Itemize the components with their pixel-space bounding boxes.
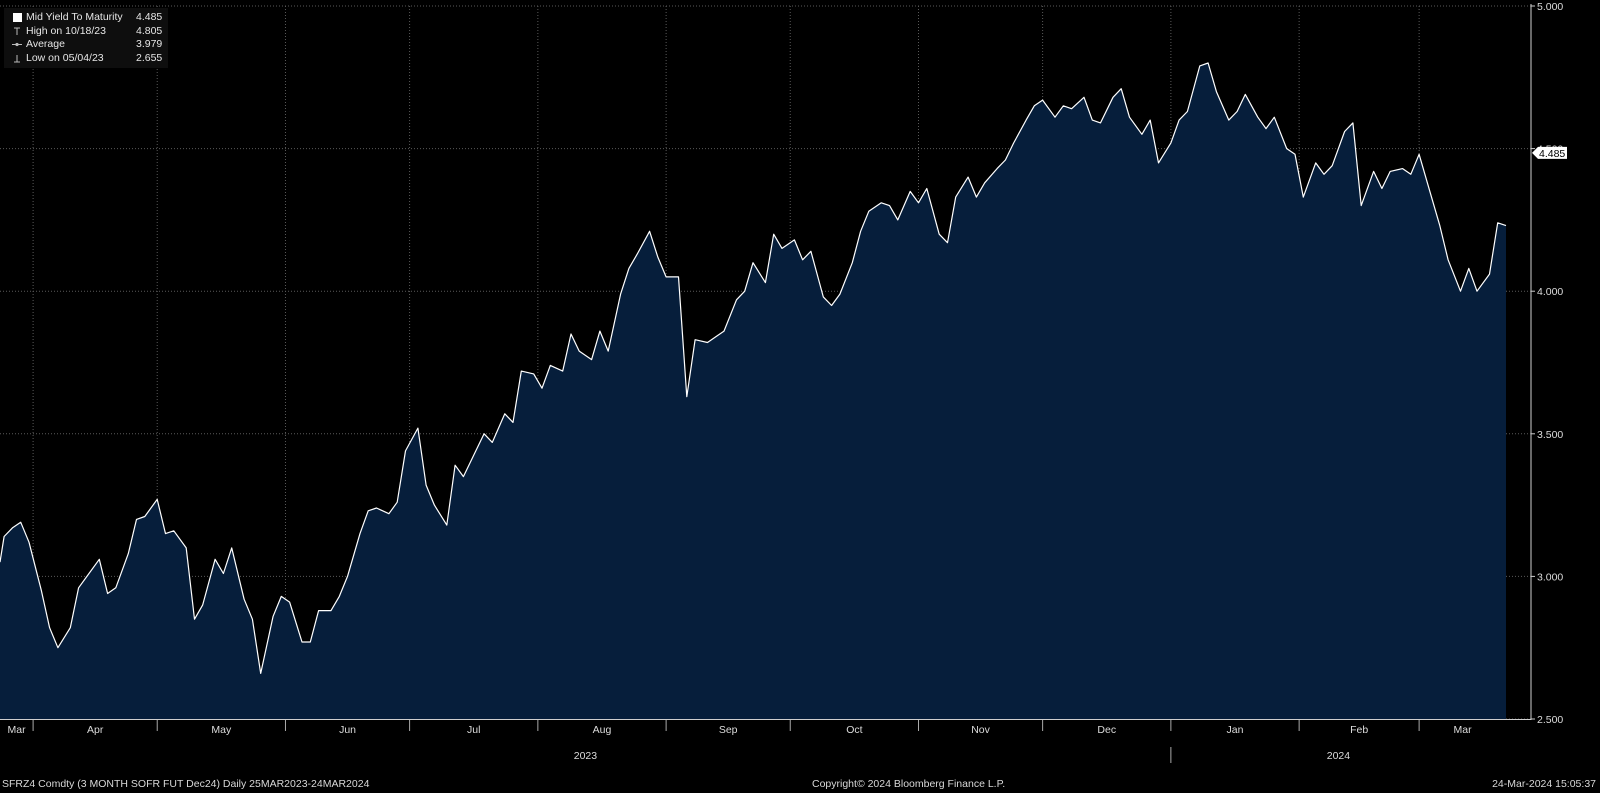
x-year-label: 2023 [574, 750, 598, 762]
average-marker-icon [8, 40, 26, 49]
legend-low-label: Low on 05/04/23 [26, 51, 104, 64]
footer-copyright: Copyright© 2024 Bloomberg Finance L.P. [812, 778, 1006, 790]
x-year-label: 2024 [1327, 750, 1351, 762]
y-tick-label: 4.000 [1537, 286, 1563, 298]
x-month-label: Sep [719, 724, 738, 736]
footer-ticker-info: SFRZ4 Comdty (3 MONTH SOFR FUT Dec24) Da… [2, 778, 370, 790]
x-month-label: May [211, 724, 232, 736]
x-month-label: Mar [8, 724, 27, 736]
x-month-label: Mar [1454, 724, 1473, 736]
low-marker-icon [8, 54, 26, 63]
legend-series-label: Mid Yield To Maturity [26, 11, 123, 23]
series-square-icon [8, 13, 26, 23]
x-month-label: Jan [1227, 724, 1244, 736]
legend-low-row: Low on 05/04/23 2.655 [8, 52, 162, 66]
x-month-label: Dec [1097, 724, 1116, 736]
axes: 2.5003.0003.5004.0004.5005.000MarAprMayJ… [0, 1, 1567, 763]
legend-average-row: Average 3.979 [8, 38, 162, 52]
footer-timestamp: 24-Mar-2024 15:05:37 [1492, 778, 1596, 790]
x-month-label: Jun [339, 724, 356, 736]
x-month-label: Jul [467, 724, 480, 736]
legend-box: Mid Yield To Maturity 4.485 High on 10/1… [4, 8, 169, 68]
x-month-label: Aug [593, 724, 612, 736]
yield-area-fill [0, 63, 1506, 719]
legend-average-label: Average [26, 38, 65, 50]
x-month-label: Oct [846, 724, 862, 736]
y-tick-label: 5.000 [1537, 1, 1563, 13]
last-value-tag [1532, 146, 1567, 159]
legend-series-row: Mid Yield To Maturity 4.485 [8, 11, 162, 25]
y-tick-label: 3.000 [1537, 571, 1563, 583]
y-tick-label: 2.500 [1537, 714, 1563, 726]
legend-high-value: 4.805 [136, 24, 163, 37]
y-tick-label: 3.500 [1537, 429, 1563, 441]
legend-high-label: High on 10/18/23 [26, 24, 106, 37]
high-marker-icon [8, 27, 26, 36]
legend-series-value: 4.485 [136, 11, 163, 23]
x-month-label: Feb [1350, 724, 1368, 736]
yield-line [0, 62, 1507, 674]
x-month-label: Nov [971, 724, 990, 736]
legend-high-row: High on 10/18/23 4.805 [8, 25, 162, 39]
legend-average-value: 3.979 [136, 38, 163, 50]
last-value-label: 4.485 [1539, 148, 1565, 160]
x-month-label: Apr [87, 724, 104, 736]
legend-low-value: 2.655 [136, 51, 163, 64]
